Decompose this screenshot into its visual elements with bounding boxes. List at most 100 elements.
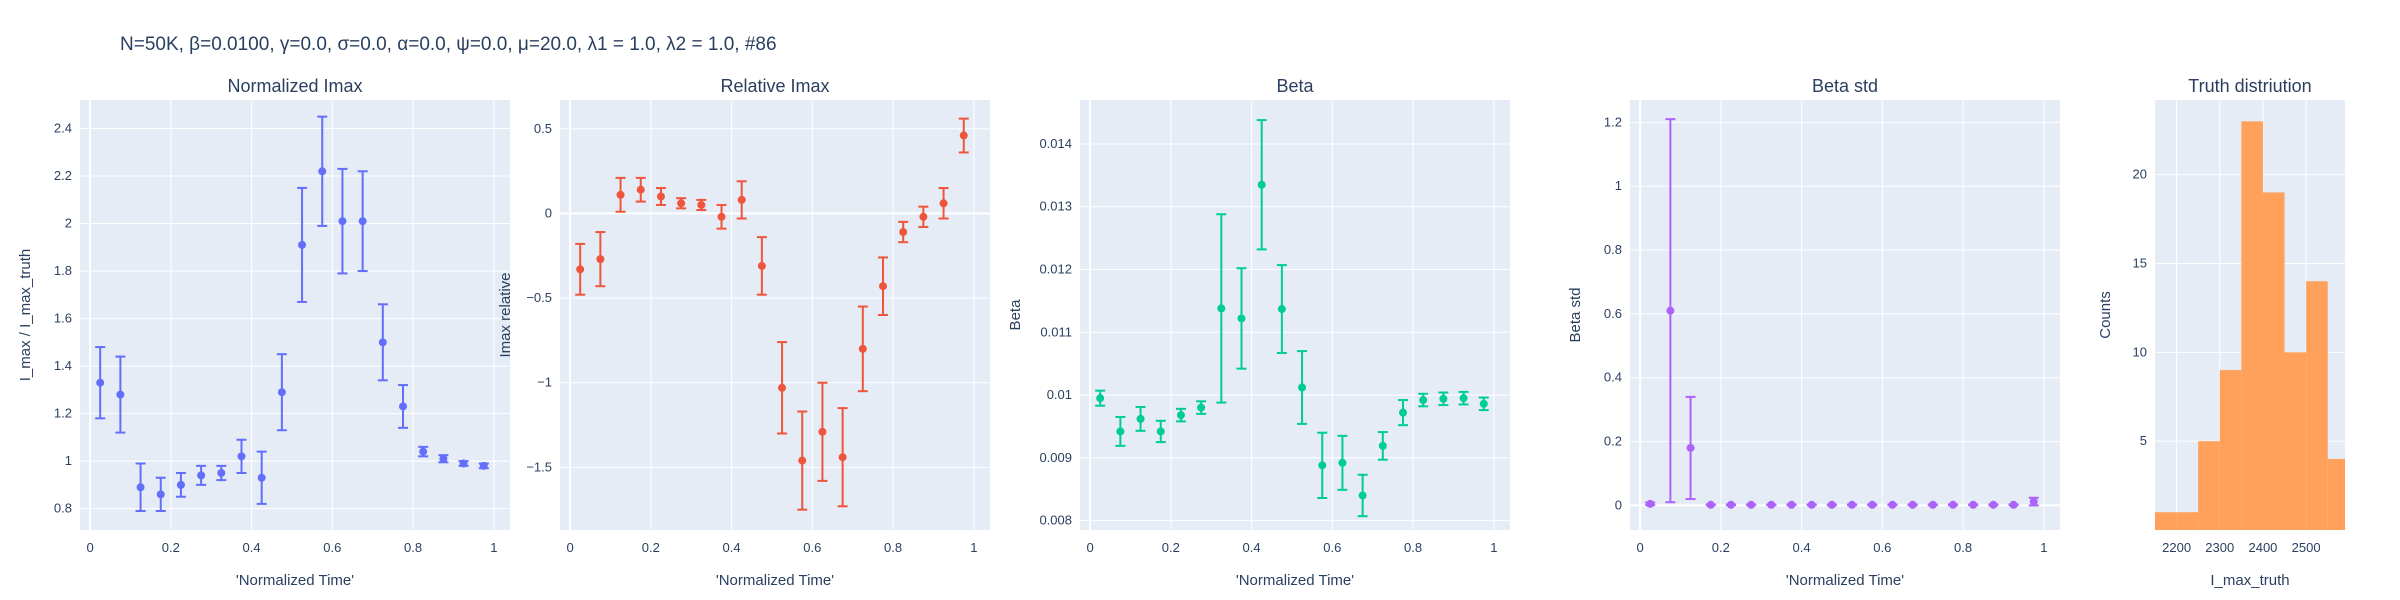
chart-0: 0 0.2 0.4 0.6 0.8 1 0.8 1 1.2 1.4 1.6 1.8 2 2.2 2.4 Nor… xyxy=(17,76,510,589)
data-point xyxy=(1237,314,1246,323)
data-point xyxy=(1156,427,1165,436)
chart-3: 0 0.2 0.4 0.6 0.8 1 0 0.2 0.4 0.6 0.8 1 1.2 Beta std '… xyxy=(1567,76,2060,589)
data-point xyxy=(1338,458,1347,467)
data-point xyxy=(939,199,948,208)
x-tick-label: 2200 xyxy=(2162,540,2191,555)
data-point xyxy=(358,217,367,226)
y-tick-label: 10 xyxy=(2133,344,2147,359)
x-tick-label: 1 xyxy=(1490,540,1497,555)
data-point xyxy=(1888,500,1897,509)
data-point xyxy=(697,200,706,209)
chart-4: 2200 2300 2400 2500 5 10 15 20 Truth distriution… xyxy=(2097,76,2345,589)
data-point xyxy=(576,265,585,274)
y-axis-label: Beta std xyxy=(1567,287,1584,342)
y-tick-label: 0.014 xyxy=(1039,136,1072,151)
data-point xyxy=(1257,180,1266,189)
histogram-bar xyxy=(2306,281,2328,530)
data-point xyxy=(1318,461,1327,470)
data-point xyxy=(2009,500,2018,509)
data-point xyxy=(959,131,968,140)
data-point xyxy=(717,212,726,221)
data-point xyxy=(479,461,488,470)
data-point xyxy=(1176,411,1185,420)
data-point xyxy=(1747,500,1756,509)
x-tick-label: 2300 xyxy=(2205,540,2234,555)
data-point xyxy=(1217,304,1226,313)
data-point xyxy=(616,190,625,199)
data-point xyxy=(1419,396,1428,405)
data-point xyxy=(1848,500,1857,509)
data-point xyxy=(1827,500,1836,509)
data-point xyxy=(1197,403,1206,412)
y-tick-label: 0 xyxy=(1615,497,1622,512)
data-point xyxy=(116,390,125,399)
y-tick-label: 0.011 xyxy=(1040,324,1072,339)
data-point xyxy=(399,402,408,411)
y-tick-label: 1 xyxy=(1615,178,1622,193)
data-point xyxy=(1378,441,1387,450)
data-point xyxy=(1096,394,1105,403)
y-tick-label: 0.009 xyxy=(1039,450,1072,465)
y-axis-label: Counts xyxy=(2097,291,2114,339)
y-tick-label: 0.6 xyxy=(1604,306,1622,321)
data-point xyxy=(197,471,206,480)
x-tick-label: 0 xyxy=(566,540,573,555)
data-point xyxy=(1908,500,1917,509)
histogram-bar xyxy=(2327,458,2345,530)
x-tick-label: 0.4 xyxy=(1243,540,1261,555)
data-point xyxy=(818,427,827,436)
chart-1: 0 0.2 0.4 0.6 0.8 1 −1.5 −1 −0.5 0 0.5 Relative Ima… xyxy=(497,76,990,589)
data-point xyxy=(237,452,246,461)
subplot-title: Normalized Imax xyxy=(227,76,362,96)
data-point xyxy=(378,338,387,347)
data-point xyxy=(858,344,867,353)
histogram-bar xyxy=(2262,192,2285,530)
data-point xyxy=(1646,499,1655,508)
data-point xyxy=(899,228,908,237)
y-axis-label: Imax relative xyxy=(497,272,514,357)
data-point xyxy=(419,447,428,456)
histogram-bar xyxy=(2155,512,2177,530)
y-axis-label: I_max / I_max_truth xyxy=(17,249,34,382)
x-tick-label: 0.8 xyxy=(404,540,422,555)
data-point xyxy=(1116,427,1125,436)
data-point xyxy=(1949,500,1958,509)
y-tick-label: 0.008 xyxy=(1039,513,1072,528)
data-point xyxy=(96,378,105,387)
data-point xyxy=(677,199,686,208)
data-point xyxy=(798,456,807,465)
x-tick-label: 2500 xyxy=(2292,540,2321,555)
x-tick-label: 0.2 xyxy=(1712,540,1730,555)
data-point xyxy=(1807,500,1816,509)
y-tick-label: 0.012 xyxy=(1039,261,1072,276)
x-tick-label: 0 xyxy=(86,540,93,555)
data-point xyxy=(257,473,266,482)
y-tick-label: 20 xyxy=(2133,167,2147,182)
data-point xyxy=(1726,500,1735,509)
y-tick-label: 2 xyxy=(65,216,72,231)
data-point xyxy=(156,490,165,499)
subplot-title: Truth distriution xyxy=(2188,76,2311,96)
y-tick-label: 1 xyxy=(65,453,72,468)
subplot-title: Beta xyxy=(1276,76,1314,96)
x-tick-label: 0.6 xyxy=(323,540,341,555)
x-axis-label: 'Normalized Time' xyxy=(1786,572,1904,589)
y-tick-label: −1.5 xyxy=(526,459,552,474)
y-tick-label: 5 xyxy=(2140,433,2147,448)
x-tick-label: 0.8 xyxy=(1954,540,1972,555)
data-point xyxy=(656,192,665,201)
data-point xyxy=(1358,491,1367,500)
y-tick-label: 0.4 xyxy=(1604,370,1622,385)
data-point xyxy=(338,217,347,226)
x-tick-label: 0.2 xyxy=(1162,540,1180,555)
data-point xyxy=(1706,500,1715,509)
x-axis-label: 'Normalized Time' xyxy=(716,572,834,589)
plot-area xyxy=(80,100,510,530)
data-point xyxy=(1136,414,1145,423)
x-tick-label: 0.2 xyxy=(642,540,660,555)
x-axis-label: 'Normalized Time' xyxy=(236,572,354,589)
data-point xyxy=(1928,500,1937,509)
y-tick-label: 1.6 xyxy=(54,311,72,326)
subplot-title: Relative Imax xyxy=(720,76,829,96)
